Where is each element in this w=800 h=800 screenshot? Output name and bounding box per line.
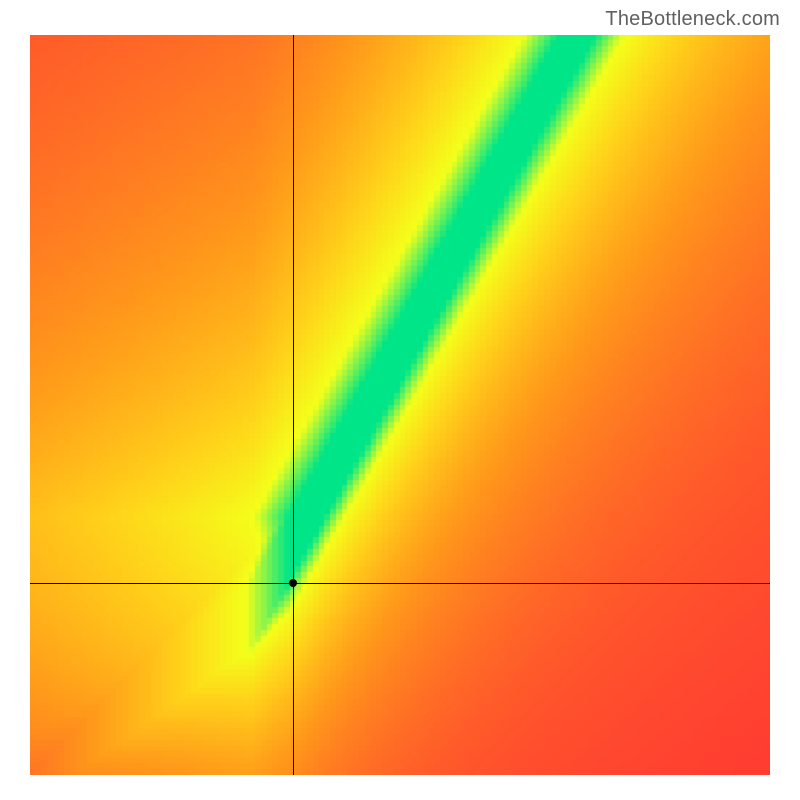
crosshair-marker: [289, 579, 297, 587]
crosshair-vertical: [293, 35, 294, 775]
plot-frame: [30, 35, 770, 775]
crosshair-horizontal: [30, 583, 770, 584]
watermark-text: TheBottleneck.com: [605, 8, 780, 31]
chart-container: TheBottleneck.com: [0, 0, 800, 800]
heatmap-canvas: [30, 35, 770, 775]
